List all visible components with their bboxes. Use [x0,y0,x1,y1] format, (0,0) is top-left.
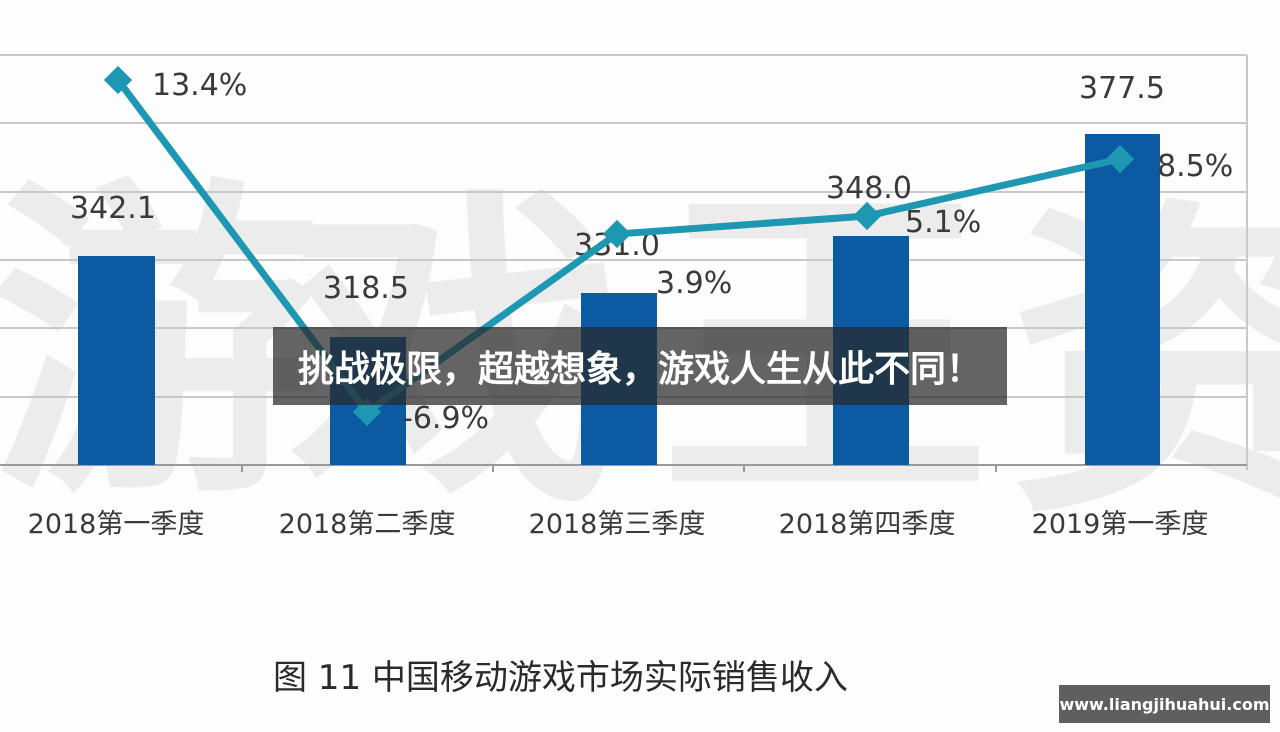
x-axis [0,464,1247,472]
figure-caption: 图 11 中国移动游戏市场实际销售收入 [273,658,848,698]
bar-label: 318.5 [323,271,409,306]
diamond-marker [1105,144,1135,174]
line-label: -6.9% [402,401,489,436]
line-label: 8.5% [1157,149,1233,184]
x-tick-label: 2018第一季度 [28,509,205,540]
line-value-labels: 13.4% -6.9% 3.9% 5.1% 8.5% [152,68,1233,436]
line-label: 3.9% [656,266,732,301]
promo-banner: 挑战极限，超越想象，游戏人生从此不同！ [273,327,1007,405]
bar-2018q1 [78,256,155,465]
diamond-marker [852,201,882,231]
site-watermark-tag: www.liangjihuahui.com [1059,685,1270,723]
banner-text: 挑战极限，超越想象，游戏人生从此不同！ [297,349,982,390]
watermark-char: 游 [0,153,320,537]
diamond-marker [602,219,632,249]
line-label: 13.4% [152,68,247,103]
bar-label: 377.5 [1079,71,1165,106]
x-axis-labels: 2018第一季度 2018第二季度 2018第三季度 2018第四季度 2019… [28,509,1209,540]
line-label: 5.1% [905,205,981,240]
x-tick-label: 2018第三季度 [529,509,706,540]
bar-label: 348.0 [826,171,912,206]
x-tick-label: 2018第二季度 [279,509,456,540]
growth-line [103,65,1135,427]
bar-2019q1 [1085,134,1160,465]
bar-label: 342.1 [70,191,156,226]
x-tick-label: 2019第一季度 [1032,509,1209,540]
diamond-marker [103,65,133,95]
x-tick-label: 2018第四季度 [779,509,956,540]
